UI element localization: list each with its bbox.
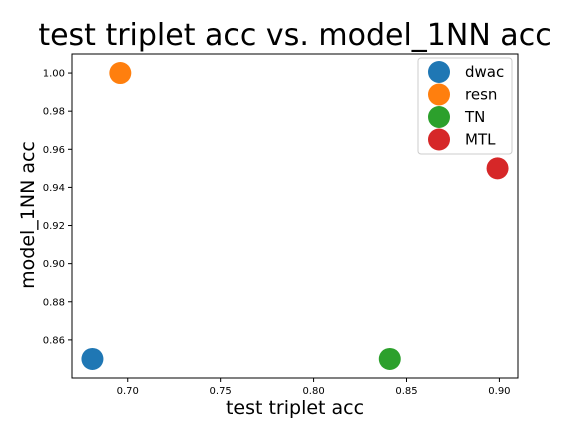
chart-title: test triplet acc vs. model_1NN acc — [38, 18, 551, 53]
legend-marker-dwac — [428, 61, 450, 83]
y-tick-label: 0.86 — [43, 335, 65, 346]
y-tick-label: 0.98 — [43, 107, 65, 118]
y-tick-label: 1.00 — [43, 69, 65, 80]
x-axis-label: test triplet acc — [226, 397, 364, 419]
legend-marker-MTL — [428, 128, 450, 151]
x-tick-label: 0.80 — [302, 386, 324, 397]
data-points — [81, 62, 509, 370]
data-point-TN — [378, 347, 401, 370]
data-point-MTL — [486, 157, 509, 180]
legend: dwac resn TN MTL — [417, 57, 513, 155]
legend-label-TN: TN — [464, 108, 485, 126]
x-tick-label: 0.90 — [488, 386, 510, 397]
axis-ticks: 0.70 0.75 0.80 0.85 0.90 0.86 0.88 0.90 0.92 0.94… — [43, 69, 511, 397]
y-axis-label: model_1NN acc — [17, 141, 39, 289]
x-tick-label: 0.70 — [117, 386, 139, 397]
y-tick-label: 0.96 — [43, 145, 65, 156]
legend-marker-TN — [428, 106, 450, 128]
x-tick-label: 0.85 — [395, 386, 417, 397]
legend-label-dwac: dwac — [465, 63, 504, 81]
y-tick-label: 0.92 — [43, 221, 65, 232]
legend-marker-resn — [428, 83, 450, 106]
data-point-resn — [109, 62, 132, 85]
data-point-dwac — [81, 347, 104, 370]
plot-area — [71, 53, 519, 379]
x-tick-label: 0.75 — [210, 386, 232, 397]
y-tick-label: 0.94 — [43, 183, 65, 194]
y-tick-label: 0.90 — [43, 259, 65, 270]
y-tick-label: 0.88 — [43, 297, 65, 308]
legend-label-MTL: MTL — [465, 131, 496, 149]
legend-label-resn: resn — [465, 86, 497, 104]
